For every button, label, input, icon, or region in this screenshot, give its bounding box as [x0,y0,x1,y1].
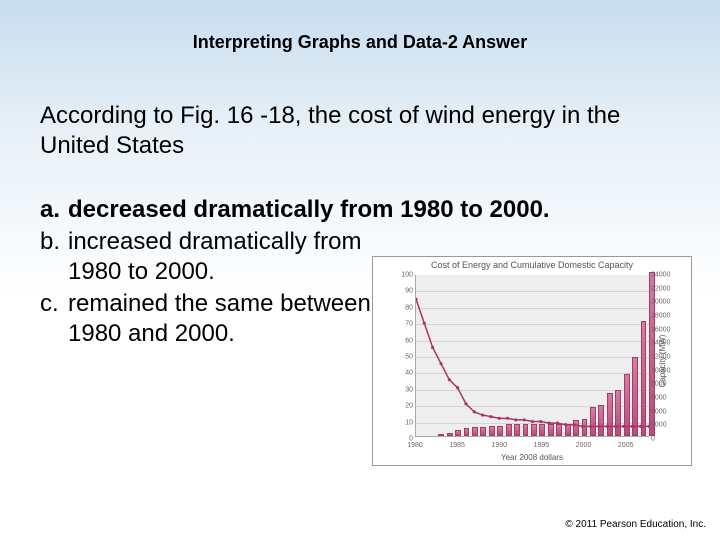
answer-option: a.decreased dramatically from 1980 to 20… [40,195,680,225]
y-right-tick: 24000 [651,272,677,279]
chart-title: Cost of Energy and Cumulative Domestic C… [373,257,691,271]
answer-text: remained the same between 1980 and 2000. [68,289,408,349]
y-left-tick: 90 [398,288,413,295]
wind-energy-chart: Cost of Energy and Cumulative Domestic C… [372,256,692,466]
answer-letter: b. [40,227,68,257]
x-tick: 2000 [576,442,592,449]
answer-text: decreased dramatically from 1980 to 2000… [68,195,550,225]
y-left-tick: 70 [398,321,413,328]
capacity-bar [632,357,638,436]
capacity-bar [531,424,537,436]
y-right-tick: 2000 [651,422,677,429]
answer-letter: c. [40,289,68,319]
y-right-tick: 8000 [651,381,677,388]
y-left-tick: 20 [398,403,413,410]
y-right-tick: 14000 [651,340,677,347]
y-left-tick: 30 [398,386,413,393]
y-right-tick: 12000 [651,354,677,361]
capacity-bar [506,424,512,436]
capacity-bar [548,424,554,436]
x-tick: 2005 [618,442,634,449]
x-axis-label: Year 2008 dollars [373,453,691,462]
capacity-bar [598,405,604,436]
y-left-tick: 80 [398,304,413,311]
capacity-bar [438,434,444,436]
capacity-bar [480,427,486,436]
x-tick: 1990 [491,442,507,449]
capacity-bar [514,424,520,436]
y-right-tick: 6000 [651,395,677,402]
capacity-bar [641,321,647,436]
capacity-bar [455,430,461,436]
copyright-text: © 2011 Pearson Education, Inc. [565,519,706,530]
y-left-tick: 100 [398,272,413,279]
x-tick: 1995 [534,442,550,449]
y-left-tick: 40 [398,370,413,377]
capacity-bar [624,374,630,436]
capacity-bar [523,424,529,436]
capacity-bar [447,433,453,436]
y-right-tick: 22000 [651,285,677,292]
question-text: According to Fig. 16 -18, the cost of wi… [0,53,720,161]
slide-title: Interpreting Graphs and Data-2 Answer [0,0,720,53]
capacity-bar [539,424,545,436]
y-right-tick: 20000 [651,299,677,306]
capacity-bar [489,426,495,436]
capacity-bar [556,424,562,436]
y-right-tick: 18000 [651,313,677,320]
capacity-bar [565,424,571,436]
answer-letter: a. [40,195,68,225]
y-left-tick: 60 [398,337,413,344]
capacity-bar [497,426,503,436]
y-left-tick: 50 [398,354,413,361]
capacity-bar [590,407,596,436]
capacity-bar [573,420,579,436]
x-tick: 1980 [407,442,423,449]
capacity-bar [615,390,621,436]
capacity-bar [607,393,613,436]
capacity-bar [464,428,470,436]
y-right-tick: 10000 [651,367,677,374]
answer-text: increased dramatically from 1980 to 2000… [68,227,408,287]
x-tick: 1985 [449,442,465,449]
y-left-tick: 10 [398,419,413,426]
chart-plot-area [415,275,649,437]
y-right-tick: 16000 [651,326,677,333]
capacity-bar [472,427,478,436]
y-right-tick: 0 [651,436,677,443]
y-right-tick: 4000 [651,408,677,415]
capacity-bar [582,419,588,436]
